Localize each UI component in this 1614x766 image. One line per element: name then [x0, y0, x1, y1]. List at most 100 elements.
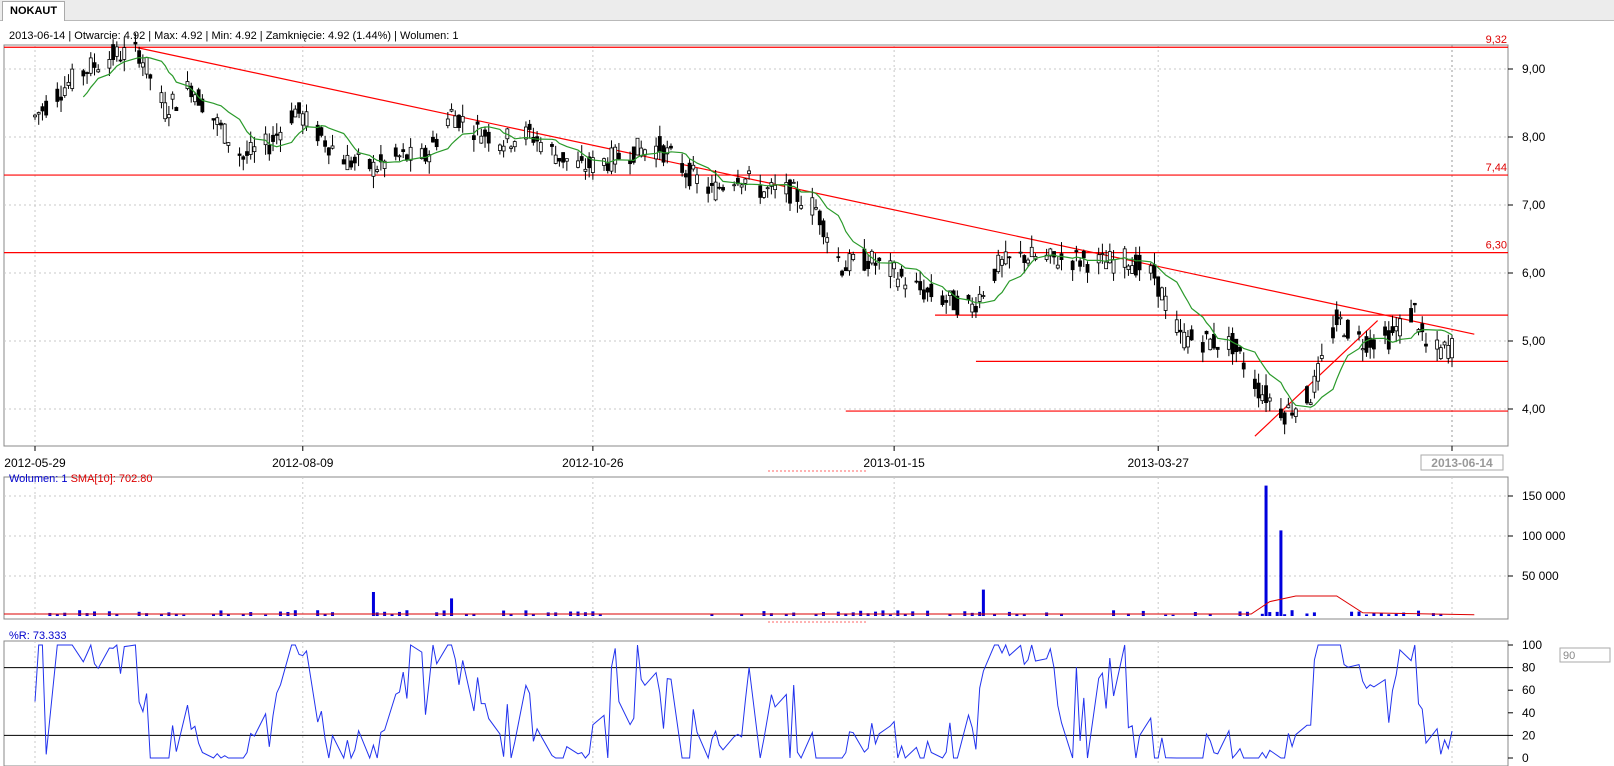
candle-body [483, 129, 487, 137]
candle-body [1007, 256, 1012, 259]
candle-body [996, 254, 1001, 273]
candle-body [1345, 319, 1350, 339]
candle-body [1442, 341, 1447, 346]
candle-body [590, 157, 595, 173]
price-plot-frame [3, 44, 1509, 447]
date-label: 2012-10-26 [562, 456, 624, 470]
tab-nokaut[interactable]: NOKAUT [2, 1, 66, 21]
candle-body [497, 144, 502, 151]
candle-body [895, 278, 900, 288]
volume-bar [1268, 612, 1272, 616]
candle-body [1308, 402, 1313, 405]
candle-body [345, 154, 350, 171]
candle-body [1438, 347, 1443, 359]
candle-body [241, 156, 246, 160]
candle-body [271, 134, 275, 142]
candle-body [888, 260, 893, 277]
candle-body [631, 146, 636, 163]
volume-bar [293, 610, 297, 616]
chart-area[interactable]: 4,005,006,007,008,009,009,327,446,30 201… [0, 21, 1614, 766]
wr-plot-frame [3, 640, 1509, 766]
volume-bar [1164, 614, 1168, 616]
price-panel: 4,00 5,00 6,00 7,00 8,00 9,00 9,32 7,44 6,30 [3, 33, 1546, 447]
candle-body [1215, 346, 1220, 350]
candle-body [423, 147, 428, 162]
candle-body [118, 59, 123, 62]
candle-body [732, 184, 737, 187]
candle-body [992, 268, 997, 281]
candle-body [215, 117, 220, 125]
candle-body [1160, 287, 1164, 301]
candle-body [1156, 276, 1161, 297]
candle-body [981, 295, 986, 297]
wr-y-label: 40 [1522, 706, 1536, 720]
candle-body [378, 154, 383, 163]
volume-bar [182, 614, 186, 616]
candle-body [1096, 254, 1101, 264]
volume-bar [1022, 614, 1026, 616]
candle-body [550, 144, 554, 147]
wr-period-value[interactable]: 90 [1563, 650, 1575, 662]
price-y-label: 8,00 [1522, 130, 1546, 144]
candle-body [1360, 348, 1365, 351]
candle-body [1026, 259, 1030, 264]
volume-sma-line [4, 595, 1475, 616]
candle-body [825, 237, 830, 243]
volume-bar [1112, 610, 1116, 616]
candle-body [293, 108, 298, 118]
volume-bar [502, 610, 506, 616]
candle-body [1290, 412, 1294, 416]
candle-body [1234, 338, 1239, 353]
candle-body [1104, 261, 1109, 270]
candle-body [836, 256, 841, 259]
candle-body [1126, 265, 1131, 271]
candle-body [1078, 260, 1082, 267]
candle-body [1260, 394, 1265, 402]
candle-body [1186, 336, 1190, 348]
volume-bar [524, 610, 528, 616]
candle-body [635, 137, 640, 156]
volume-bar [1208, 614, 1212, 616]
candle-body [743, 178, 748, 184]
candle-body [1319, 355, 1324, 359]
candle-body [170, 93, 175, 100]
candle-body [687, 162, 692, 187]
candle-body [40, 106, 45, 112]
volume-bar [264, 614, 268, 616]
volume-bar [1439, 613, 1443, 616]
candle-body [297, 102, 301, 114]
wr-period-field[interactable] [1559, 647, 1611, 663]
volume-bar [859, 610, 863, 616]
candle-body [970, 303, 975, 313]
volume-bar [926, 610, 930, 616]
volume-bar [1290, 610, 1294, 616]
candle-body [349, 160, 354, 168]
volume-bar [1260, 613, 1264, 616]
volume-bar [1015, 614, 1019, 616]
candle-body [501, 145, 506, 152]
candle-body [713, 181, 718, 201]
current-date-box [1420, 454, 1504, 471]
wr-line [34, 643, 1453, 760]
candle-body [222, 123, 227, 144]
candle-body [122, 47, 127, 60]
volume-bar [769, 613, 773, 616]
candle-body [55, 88, 60, 102]
candle-body [1316, 363, 1321, 382]
candle-body [892, 262, 897, 270]
volume-bar [241, 613, 245, 616]
candle-body [538, 142, 543, 153]
price-y-label: 5,00 [1522, 334, 1546, 348]
wr-panel: 0 20 40 60 80 100 [3, 638, 1542, 766]
date-label: 2013-03-27 [1127, 456, 1189, 470]
volume-bar [316, 610, 320, 616]
candle-body [159, 92, 164, 103]
candle-body [617, 152, 621, 160]
volume-bar [390, 613, 394, 616]
candle-body [92, 62, 97, 68]
candle-body [166, 114, 171, 119]
candle-body [419, 148, 424, 159]
candle-body [795, 189, 800, 202]
candle-body [955, 295, 960, 315]
candle-body [862, 248, 867, 271]
